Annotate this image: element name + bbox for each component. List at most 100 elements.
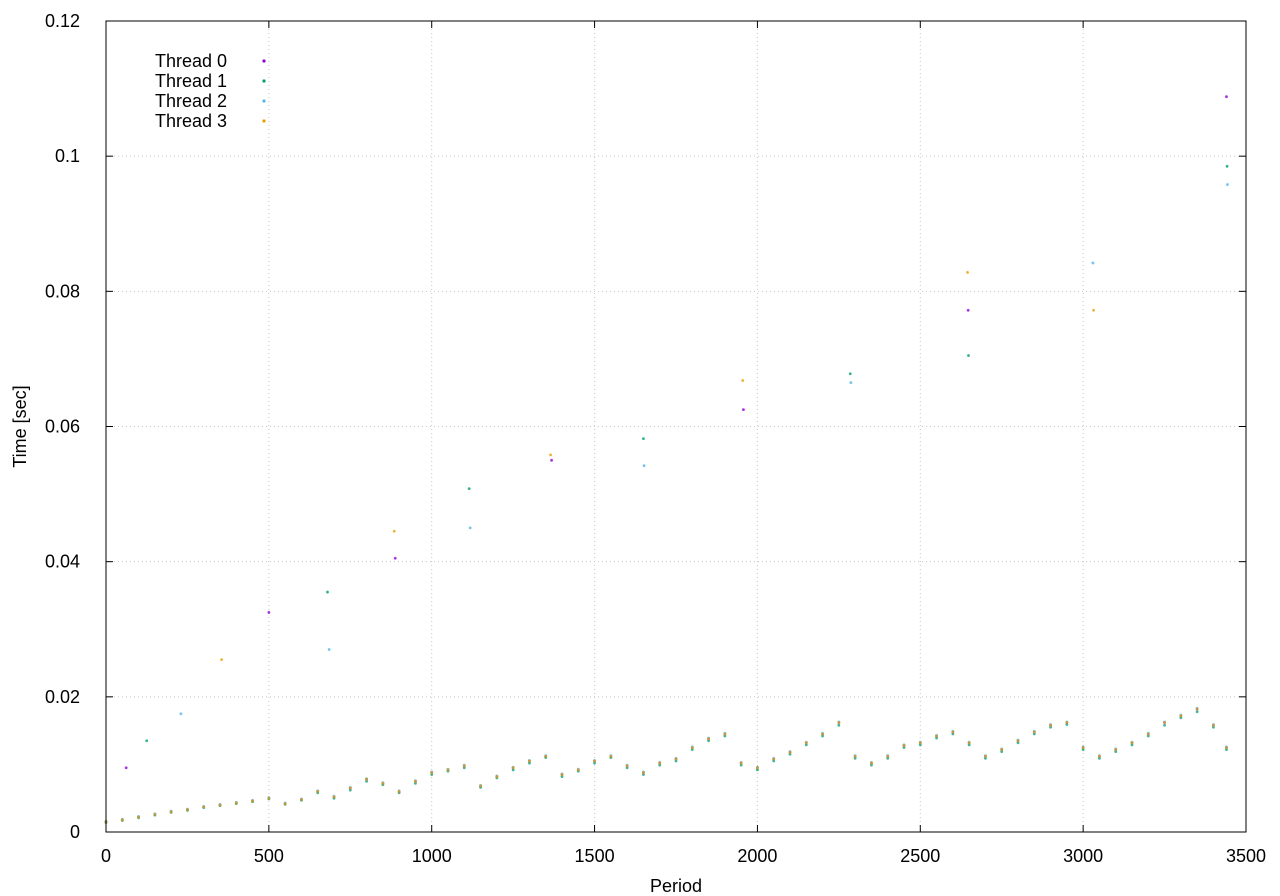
data-point (1130, 741, 1134, 745)
data-point (169, 810, 173, 814)
data-point (1146, 732, 1150, 736)
data-point (804, 741, 808, 745)
legend-label: Thread 3 (155, 111, 227, 131)
data-point (625, 764, 629, 768)
outlier-point (549, 453, 552, 457)
data-point (430, 773, 434, 776)
x-tick-label: 0 (101, 846, 111, 866)
data-point (1225, 748, 1228, 751)
data-point (1098, 754, 1101, 758)
data-point (772, 757, 776, 761)
x-axis-title: Period (650, 876, 702, 896)
data-point (528, 759, 531, 763)
data-point (984, 754, 987, 758)
data-point (1114, 750, 1118, 753)
data-point (1032, 732, 1036, 736)
outlier-point (849, 381, 853, 384)
legend-label: Thread 1 (155, 71, 227, 91)
data-point (739, 761, 743, 765)
y-tick-label: 0.02 (45, 687, 80, 707)
x-tick-label: 3000 (1063, 846, 1103, 866)
data-point (918, 743, 922, 747)
data-point (1098, 756, 1101, 760)
x-tick-label: 1500 (575, 846, 615, 866)
data-point (1179, 716, 1183, 720)
data-point (511, 766, 515, 770)
y-tick-label: 0.1 (55, 146, 80, 166)
data-point (690, 748, 694, 751)
axis-ticks: 0 500 1000 1500 2000 2500 3000 3500 0 0.02 0.04 0.0… (45, 11, 1266, 866)
data-point (251, 799, 254, 803)
data-point (853, 756, 857, 760)
data-point (560, 773, 564, 776)
data-point (902, 746, 906, 749)
data-point (397, 790, 401, 793)
data-point (576, 768, 580, 772)
outlier-point (220, 658, 224, 662)
data-point (1195, 707, 1199, 711)
data-point (234, 801, 238, 805)
data-point (202, 805, 206, 809)
data-point (1065, 723, 1069, 726)
data-point (1212, 725, 1215, 729)
data-point (804, 743, 808, 747)
data-point (739, 763, 743, 767)
data-point (853, 754, 857, 758)
data-point (772, 759, 776, 763)
data-point (137, 815, 140, 819)
data-point (918, 741, 922, 745)
data-point (462, 766, 466, 770)
data-point (658, 763, 662, 767)
legend-marker (262, 119, 266, 123)
data-point (381, 781, 385, 785)
data-point (446, 768, 450, 772)
data-point (951, 732, 955, 736)
outlier-point (741, 379, 745, 382)
data-point (690, 746, 694, 749)
data-point (1000, 750, 1004, 753)
data-point (707, 737, 710, 741)
data-point (1146, 734, 1150, 738)
data-point (414, 781, 417, 785)
outlier-point (967, 354, 970, 357)
data-point (788, 750, 792, 754)
x-tick-label: 2500 (900, 846, 940, 866)
data-point (1049, 723, 1052, 727)
data-point (870, 763, 873, 767)
outlier-point (179, 712, 183, 716)
data-point (1114, 748, 1118, 751)
outlier-point (848, 372, 852, 376)
x-tick-label: 500 (254, 846, 284, 866)
outlier-point (468, 526, 472, 530)
legend-marker (262, 79, 266, 83)
outlier-point (326, 590, 329, 594)
outlier-point (966, 271, 969, 274)
outlier-point (966, 308, 970, 312)
data-point (1195, 710, 1199, 714)
data-point (609, 754, 613, 758)
y-axis-title: Time [sec] (10, 385, 30, 467)
data-point (837, 723, 841, 727)
outlier-point (1225, 164, 1229, 168)
data-point (1081, 748, 1085, 751)
data-point (1016, 739, 1020, 743)
outlier-point (742, 408, 745, 412)
data-point (218, 803, 222, 807)
data-point (674, 759, 678, 763)
data-point (120, 818, 124, 822)
y-tick-label: 0.12 (45, 11, 80, 31)
outlier-point (1091, 261, 1095, 265)
data-point (316, 790, 320, 793)
y-tick-label: 0.06 (45, 417, 80, 437)
data-point (984, 756, 987, 760)
data-point (348, 788, 352, 792)
outlier-point (1092, 308, 1095, 312)
outlier-point (642, 437, 645, 441)
outlier-point (467, 487, 471, 491)
data-point (511, 768, 515, 772)
data-point (723, 732, 727, 736)
data-point (1130, 743, 1134, 747)
data-point (462, 764, 466, 768)
